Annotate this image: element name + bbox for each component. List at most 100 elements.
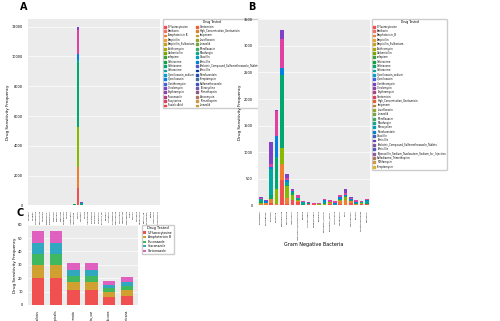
Bar <box>286 185 289 186</box>
Bar <box>264 200 268 201</box>
Bar <box>50 278 62 305</box>
Bar <box>365 199 368 200</box>
Bar <box>259 198 262 199</box>
Bar <box>322 204 326 205</box>
Bar <box>360 202 364 203</box>
Bar <box>290 200 294 205</box>
Bar <box>50 231 62 243</box>
Bar <box>306 203 310 204</box>
Bar <box>349 203 353 205</box>
Bar <box>85 290 98 305</box>
Bar <box>296 200 300 201</box>
Bar <box>322 203 326 204</box>
Bar <box>274 204 278 205</box>
Bar <box>77 60 80 63</box>
Bar <box>306 204 310 205</box>
Bar <box>365 201 368 203</box>
X-axis label: Gram Positive Bacteria: Gram Positive Bacteria <box>66 232 122 237</box>
Text: B: B <box>248 2 256 12</box>
Bar <box>344 196 347 197</box>
Bar <box>296 202 300 205</box>
Bar <box>349 197 353 199</box>
Bar <box>286 180 289 182</box>
Bar <box>264 201 268 202</box>
Bar <box>317 203 321 204</box>
Bar <box>286 186 289 198</box>
Bar <box>280 30 284 39</box>
Bar <box>270 142 273 163</box>
Bar <box>290 195 294 200</box>
Bar <box>322 200 326 203</box>
Bar <box>365 203 368 204</box>
Text: C: C <box>16 208 24 218</box>
Bar <box>68 290 80 305</box>
Bar <box>32 231 44 243</box>
Bar <box>286 204 289 205</box>
Bar <box>286 198 289 204</box>
Bar <box>77 30 80 54</box>
Bar <box>338 199 342 200</box>
Bar <box>302 203 305 204</box>
Bar <box>85 282 98 290</box>
Bar <box>32 278 44 305</box>
Bar <box>32 254 44 265</box>
Bar <box>259 201 262 204</box>
Legend: 5-Fluorocytosine, Amikacin, Amphotericin B, Ampicillin, Ampicillin_Sulbactam, Az: 5-Fluorocytosine, Amikacin, Amphotericin… <box>162 19 261 108</box>
Bar <box>259 204 262 205</box>
Bar <box>103 288 116 291</box>
Bar <box>32 265 44 278</box>
Bar <box>344 200 347 205</box>
Bar <box>120 277 133 282</box>
Bar <box>333 202 337 203</box>
Bar <box>328 202 332 203</box>
Bar <box>338 204 342 205</box>
Bar <box>328 204 332 205</box>
Bar <box>280 180 284 205</box>
Bar <box>259 199 262 201</box>
Bar <box>120 290 133 296</box>
Bar <box>290 192 294 195</box>
Bar <box>85 264 98 270</box>
Bar <box>286 182 289 185</box>
Bar <box>338 200 342 201</box>
Bar <box>77 167 80 188</box>
Bar <box>354 200 358 202</box>
Bar <box>280 164 284 180</box>
Bar <box>365 204 368 205</box>
Bar <box>120 296 133 305</box>
Bar <box>354 203 358 204</box>
Bar <box>85 275 98 282</box>
Bar <box>103 291 116 297</box>
Bar <box>270 163 273 167</box>
Bar <box>312 204 316 205</box>
Bar <box>328 200 332 202</box>
Bar <box>296 199 300 200</box>
Bar <box>286 174 289 178</box>
Bar <box>274 136 278 157</box>
Bar <box>296 198 300 199</box>
Bar <box>32 243 44 254</box>
Bar <box>80 204 83 205</box>
Bar <box>120 286 133 290</box>
Bar <box>77 63 80 127</box>
Legend: 5-Fluorocytosine, Amikacin, Amphotericin_B, Ampicillin, Ampicillin_Sulbactam, Az: 5-Fluorocytosine, Amikacin, Amphotericin… <box>372 19 447 169</box>
Bar <box>50 254 62 265</box>
Y-axis label: Drug Sensitivity Frequency: Drug Sensitivity Frequency <box>6 85 10 140</box>
Bar <box>270 169 273 195</box>
Bar <box>280 39 284 68</box>
Bar <box>365 200 368 201</box>
Bar <box>77 127 80 167</box>
Bar <box>306 202 310 203</box>
Bar <box>338 201 342 204</box>
Bar <box>68 264 80 270</box>
Bar <box>360 203 364 204</box>
Bar <box>68 282 80 290</box>
Bar <box>290 190 294 191</box>
Bar <box>290 191 294 192</box>
Y-axis label: Drug Sensitivity Frequency: Drug Sensitivity Frequency <box>13 237 17 292</box>
Bar <box>338 195 342 197</box>
Bar <box>120 282 133 286</box>
Bar <box>270 195 273 199</box>
Bar <box>264 202 268 203</box>
Bar <box>103 297 116 305</box>
